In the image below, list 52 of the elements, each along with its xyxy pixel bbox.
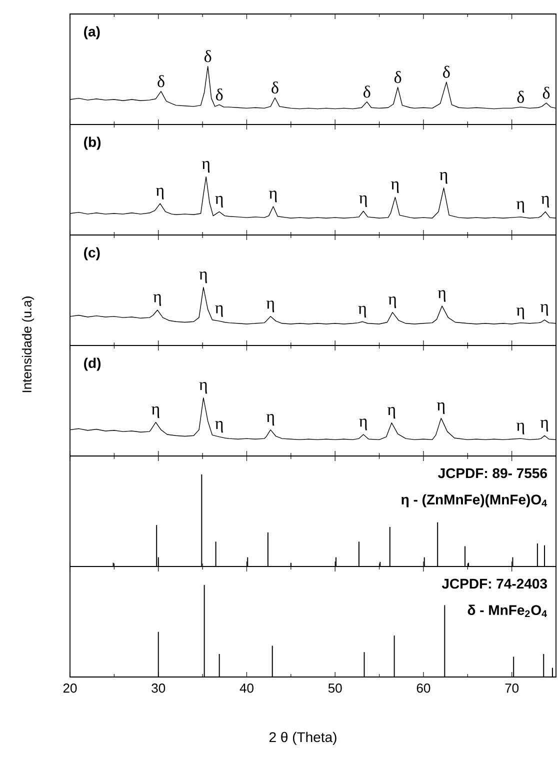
annotation: δ bbox=[517, 90, 524, 103]
annotation: JCPDF: 74-2403 bbox=[442, 578, 547, 589]
annotation: η bbox=[391, 181, 399, 193]
annotation: η bbox=[438, 290, 446, 302]
text: (b) bbox=[84, 136, 101, 150]
annotation: δ bbox=[272, 82, 278, 94]
annotation: η - (ZnMnFe)(MnFe)O$_{4}$ bbox=[402, 494, 547, 508]
text: (d) bbox=[84, 358, 101, 371]
annotation: η bbox=[516, 422, 524, 434]
annotation: δ bbox=[542, 86, 550, 99]
annotation: η bbox=[436, 402, 445, 414]
annotation: η bbox=[387, 407, 396, 419]
annotation: δ bbox=[216, 88, 223, 101]
annotation: η bbox=[269, 190, 277, 202]
annotation: η bbox=[215, 305, 223, 317]
annotation: η bbox=[358, 306, 366, 318]
annotation: η bbox=[440, 172, 448, 184]
x-tick-label: 50 bbox=[328, 684, 342, 693]
annotation: η bbox=[540, 420, 548, 432]
annotation: η bbox=[359, 195, 367, 207]
annotation: δ bbox=[394, 71, 402, 84]
annotation: η bbox=[199, 272, 207, 284]
annotation: δ - MnFe$_{2}$O$_{4}$ bbox=[468, 604, 547, 618]
annotation: η bbox=[388, 296, 396, 308]
annotation: η bbox=[540, 304, 548, 316]
annotation: η bbox=[202, 161, 210, 173]
annotation: η bbox=[359, 418, 367, 430]
annotation: η bbox=[215, 420, 223, 433]
annotation: η bbox=[516, 201, 524, 213]
x-tick-label: 20 bbox=[63, 684, 77, 693]
x-tick-label: 30 bbox=[152, 684, 166, 693]
annotation: η bbox=[199, 382, 207, 394]
annotation: η bbox=[156, 188, 164, 200]
annotation: η bbox=[215, 196, 223, 208]
text: (c) bbox=[84, 247, 100, 260]
annotation: η bbox=[266, 300, 274, 312]
x-axis-title: 2 θ (Theta) bbox=[269, 732, 336, 745]
annotation: η bbox=[152, 406, 160, 418]
x-tick-label: 60 bbox=[416, 684, 430, 693]
annotation: δ bbox=[364, 86, 370, 98]
y-axis-title: Intensidade (u.a) bbox=[22, 296, 34, 392]
annotation: η bbox=[516, 308, 524, 320]
annotation: δ bbox=[158, 75, 164, 88]
annotation: η bbox=[541, 196, 549, 208]
annotation: η bbox=[153, 294, 162, 306]
annotation: η bbox=[266, 414, 274, 426]
annotation: δ bbox=[204, 50, 212, 62]
x-tick-label: 70 bbox=[505, 684, 519, 693]
text: (a) bbox=[84, 26, 100, 40]
annotation: δ bbox=[443, 66, 450, 78]
annotation: JCPDF: 89- 7556 bbox=[438, 468, 547, 478]
x-tick-label: 40 bbox=[240, 684, 254, 693]
